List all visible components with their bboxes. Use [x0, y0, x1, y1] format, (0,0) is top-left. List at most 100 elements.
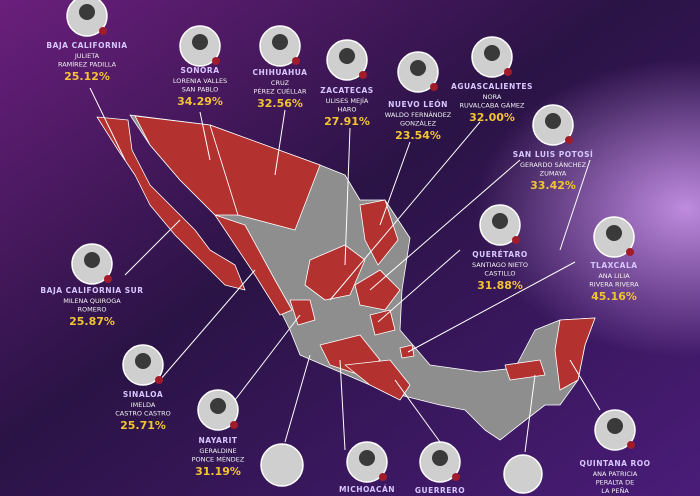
portrait [503, 454, 543, 494]
candidate-name: ZUMAYA [540, 170, 567, 178]
leader-line [234, 314, 301, 401]
nuevo-leon [359, 199, 399, 266]
state-name: QUERÉTARO [472, 250, 527, 259]
chihuahua [209, 124, 321, 231]
candidate-name: CASTILLO [484, 270, 515, 278]
candidate-name: PÉREZ CUÉLLAR [254, 87, 307, 96]
party-badge [379, 473, 387, 481]
candidate-name: RUVALCABA GÁMEZ [460, 101, 526, 110]
state-name: SAN LUIS POTOSÍ [513, 150, 594, 159]
nayarit [289, 299, 316, 326]
portrait-head [135, 353, 151, 369]
party-badge [155, 376, 163, 384]
leader-line [159, 269, 256, 381]
portrait-head [79, 4, 95, 20]
candidate-name: HARO [338, 106, 357, 114]
state-name: BAJA CALIFORNIA SUR [40, 286, 143, 295]
guerrero [344, 359, 411, 401]
state-name: BAJA CALIFORNIA [46, 41, 127, 50]
candidate-name: SANTIAGO NIETO [472, 261, 528, 269]
portrait-head [272, 34, 288, 50]
candidate-name: LORENIA VALLES [173, 77, 227, 85]
leader-line [379, 141, 411, 226]
sinaloa [214, 214, 293, 316]
state-name: SINALOA [123, 390, 163, 399]
vote-percent: 25.12% [64, 70, 110, 83]
baja-peninsula [96, 116, 246, 291]
leader-line [377, 249, 461, 323]
vote-percent: 25.71% [120, 419, 166, 432]
leader-line [559, 159, 591, 251]
state-name: SONORA [180, 66, 219, 75]
portrait-head [339, 48, 355, 64]
vote-percent: 32.56% [257, 97, 303, 110]
vote-percent: 25.87% [69, 315, 115, 328]
portrait-head [359, 450, 375, 466]
party-badge [512, 236, 520, 244]
leader-line [569, 359, 601, 411]
party-badge [565, 136, 573, 144]
candidate-name: ANA PATRICIA [593, 470, 638, 478]
leader-line [124, 219, 181, 276]
queretaro [369, 309, 396, 336]
zacatecas [304, 244, 366, 301]
candidate-name: GERALDINE [199, 447, 236, 455]
leader-line [407, 261, 576, 353]
state-name: ZACATECAS [320, 86, 373, 95]
candidate-name: RAMÍREZ PADILLA [58, 60, 117, 69]
candidate: BAJA CALIFORNIA SUR MILENA QUIROGAROMERO2… [40, 243, 143, 328]
candidate-name: JULIETA [74, 52, 100, 60]
tlaxcala [399, 344, 415, 359]
candidate-name: SAN PABLO [182, 86, 219, 94]
vote-percent: 23.54% [395, 129, 441, 142]
leader-line [344, 127, 351, 266]
unlabeled-photos [260, 443, 543, 494]
leader-line [339, 359, 346, 451]
vote-percent: 34.29% [177, 95, 223, 108]
candidate-name: RIVERA RIVERA [589, 281, 639, 289]
candidate-name: GONZÁLEZ [400, 119, 437, 128]
leader-line [284, 354, 311, 443]
leader-line [369, 159, 521, 291]
portrait-head [192, 34, 208, 50]
party-badge [99, 27, 107, 35]
party-badge [230, 421, 238, 429]
candidate-name: ROMERO [78, 306, 107, 314]
portrait-head [410, 60, 426, 76]
leader-line [274, 109, 286, 176]
party-badge [452, 473, 460, 481]
leader-line [89, 87, 126, 161]
state-name: CHIHUAHUA [253, 68, 308, 77]
portrait-head [545, 113, 561, 129]
candidate-name: PONCE MÉNDEZ [192, 455, 245, 464]
portrait-head [84, 252, 100, 268]
vote-percent: 33.42% [530, 179, 576, 192]
leader-line [524, 374, 536, 453]
party-badge [627, 441, 635, 449]
party-badge [104, 275, 112, 283]
state-name: TLAXCALA [590, 261, 637, 270]
candidate-name: CASTRO CASTRO [115, 410, 171, 418]
leader-lines [89, 87, 601, 453]
portrait-head [432, 450, 448, 466]
state-name: GUERRERO [415, 486, 465, 495]
party-badge [292, 57, 300, 65]
portrait-head [492, 213, 508, 229]
candidate-name: MILENA QUIROGA [63, 297, 121, 305]
leader-line [394, 379, 441, 443]
slp [354, 269, 401, 311]
